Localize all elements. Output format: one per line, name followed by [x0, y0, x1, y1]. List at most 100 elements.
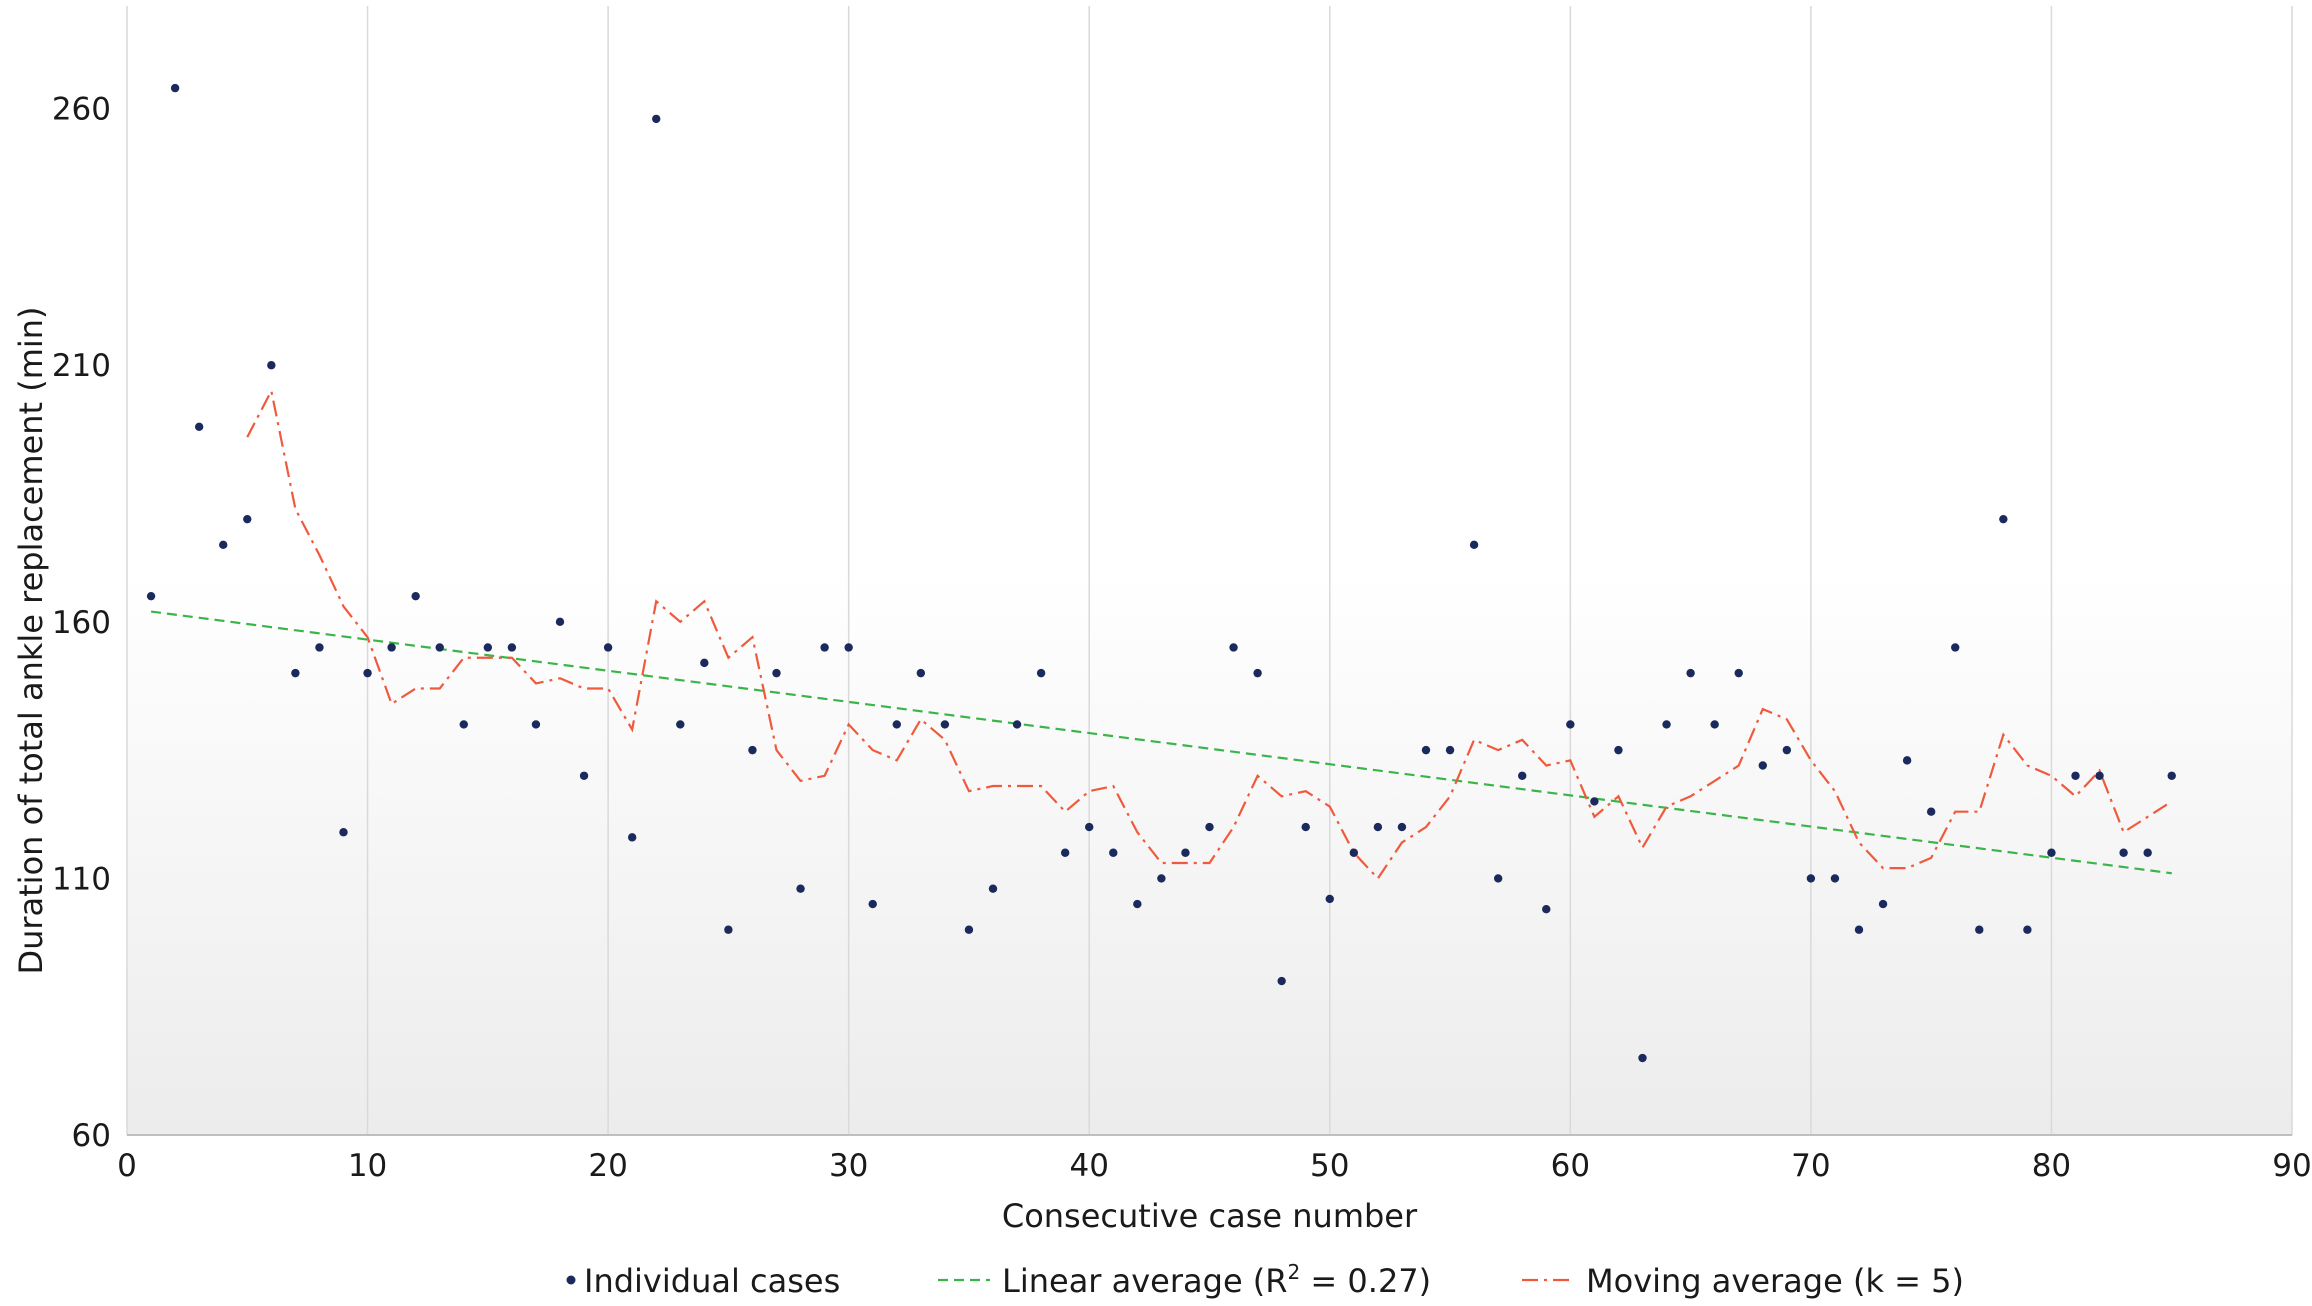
data-point [676, 720, 685, 729]
data-point [748, 745, 757, 755]
data-point [1518, 771, 1527, 780]
x-axis-title: Consecutive case number [1002, 1197, 1418, 1235]
data-point [1999, 514, 2008, 524]
data-point [1229, 643, 1238, 652]
data-point [1181, 848, 1190, 857]
data-point [1806, 874, 1816, 883]
data-point [1060, 848, 1070, 857]
data-point [1109, 848, 1118, 857]
data-point [844, 643, 853, 652]
legend-item-moving: Moving average (k = 5) [1522, 1262, 1964, 1300]
data-point [1686, 668, 1695, 678]
x-tick-label: 90 [2272, 1148, 2311, 1184]
data-point [868, 899, 877, 909]
data-point [1397, 822, 1407, 832]
x-tick-label: 60 [1551, 1148, 1590, 1184]
data-point [435, 643, 444, 652]
y-tick-label: 160 [52, 605, 111, 641]
data-point [459, 720, 468, 729]
moving-average-line [246, 387, 2173, 881]
linear-average-line [150, 610, 2172, 875]
data-point [267, 361, 276, 370]
data-point [1085, 822, 1094, 832]
x-tick-label: 50 [1310, 1148, 1349, 1184]
data-point [411, 591, 420, 601]
data-point [146, 591, 156, 601]
data-point [291, 668, 300, 678]
y-tick-label: 60 [72, 1118, 111, 1154]
data-point [1782, 745, 1792, 755]
legend-marker-individual [566, 1275, 576, 1285]
grid-lines [126, 6, 2293, 1135]
legend-label-linear: Linear average (R2 = 0.27) [1002, 1260, 1431, 1300]
data-point [1036, 668, 1046, 678]
data-point [796, 884, 805, 893]
data-point [1614, 745, 1623, 755]
legend-label-linear-superscript: 2 [1288, 1260, 1301, 1284]
data-point [916, 668, 926, 678]
data-point [2143, 848, 2152, 857]
data-point [507, 643, 517, 652]
legend-label-linear-suffix: = 0.27) [1300, 1262, 1431, 1300]
data-point [627, 833, 637, 842]
x-tick-label: 0 [117, 1148, 137, 1184]
data-point [1566, 720, 1575, 729]
individual-case-points [146, 83, 2176, 1063]
data-point [724, 925, 733, 934]
data-point [820, 643, 829, 652]
legend-label-individual: Individual cases [584, 1262, 840, 1300]
data-point [363, 668, 372, 678]
data-point [2047, 848, 2056, 857]
data-point [1758, 761, 1767, 770]
data-point [315, 643, 324, 652]
data-point [940, 720, 950, 729]
data-point [194, 422, 204, 432]
y-tick-label: 210 [52, 348, 111, 384]
legend-item-individual: Individual cases [566, 1262, 840, 1300]
data-point [1133, 899, 1142, 909]
data-point [1325, 894, 1334, 904]
data-point [170, 83, 180, 93]
data-point [1590, 797, 1599, 806]
x-tick-label: 40 [1069, 1148, 1108, 1184]
data-point [2167, 771, 2176, 780]
data-point [1253, 668, 1262, 678]
y-tick-labels: 60 110 160 210 260 [52, 92, 111, 1154]
data-point [483, 643, 493, 652]
data-point [1542, 905, 1551, 914]
data-point [2119, 848, 2128, 857]
data-point [2095, 771, 2104, 780]
plot-area [127, 6, 2292, 1135]
y-tick-label: 110 [52, 861, 111, 897]
legend-label-moving: Moving average (k = 5) [1586, 1262, 1964, 1300]
data-point [1662, 720, 1671, 729]
data-point [555, 617, 565, 627]
data-point [964, 925, 974, 934]
data-point [1157, 874, 1166, 883]
data-point [1469, 540, 1479, 550]
x-tick-label: 20 [588, 1148, 627, 1184]
data-point [652, 114, 661, 124]
data-point [1373, 822, 1383, 832]
data-point [772, 668, 781, 678]
data-point [1205, 822, 1214, 832]
legend-label-linear-prefix: Linear average (R [1002, 1262, 1288, 1300]
data-point [531, 720, 541, 729]
data-point [1638, 1053, 1647, 1063]
data-point [1277, 976, 1286, 986]
data-point [700, 658, 709, 668]
data-point [1012, 720, 1022, 729]
data-point [892, 720, 901, 729]
data-point [1975, 925, 1984, 934]
data-point [1301, 822, 1310, 832]
data-point [339, 828, 348, 837]
data-point [1830, 874, 1840, 883]
data-point [1710, 720, 1719, 729]
x-tick-label: 10 [348, 1148, 387, 1184]
data-point [1445, 745, 1455, 755]
x-tick-label: 80 [2032, 1148, 2071, 1184]
data-point [243, 514, 252, 524]
legend: Individual cases Linear average (R2 = 0.… [566, 1260, 1964, 1300]
legend-item-linear: Linear average (R2 = 0.27) [938, 1260, 1431, 1300]
data-point [1349, 848, 1359, 857]
